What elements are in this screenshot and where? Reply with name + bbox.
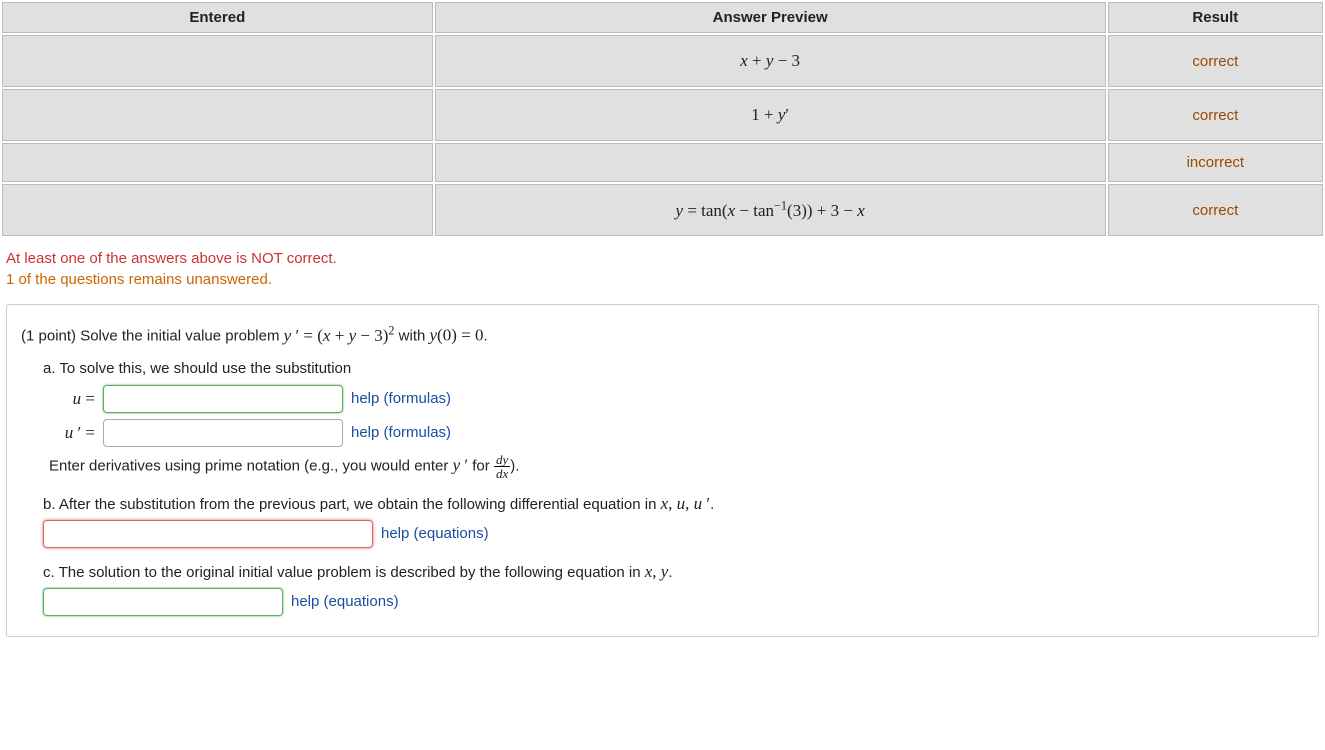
uprime-label: u ′ = xyxy=(49,423,95,443)
result-cell: correct xyxy=(1108,35,1323,87)
help-link-c[interactable]: help (equations) xyxy=(291,593,399,610)
entered-cell xyxy=(2,35,433,87)
frac-num: dy xyxy=(494,453,510,467)
col-result: Result xyxy=(1108,2,1323,33)
result-cell: correct xyxy=(1108,89,1323,141)
entered-cell xyxy=(2,143,433,182)
part-b-text: b. After the substitution from the previ… xyxy=(43,496,661,513)
math-expr: y = tan(x − tan−1(3)) + 3 − x xyxy=(676,201,865,220)
hint-mid: for xyxy=(472,457,494,474)
prompt-prefix: Solve the initial value problem xyxy=(80,328,283,345)
part-b-vars: x, u, u ′ xyxy=(661,494,711,513)
part-c-suffix: . xyxy=(668,564,672,581)
input-line-uprime: u ′ = help (formulas) xyxy=(49,419,1304,447)
table-row: x + y − 3 correct xyxy=(2,35,1323,87)
part-c: c. The solution to the original initial … xyxy=(43,562,1304,616)
prompt-eq: y ′ = (x + y − 3)2 xyxy=(284,326,395,345)
part-b: b. After the substitution from the previ… xyxy=(43,494,1304,548)
msg-unanswered: 1 of the questions remains unanswered. xyxy=(6,271,1319,288)
result-cell: correct xyxy=(1108,184,1323,236)
table-row: 1 + y′ correct xyxy=(2,89,1323,141)
math-expr: x + y − 3 xyxy=(740,51,800,70)
table-row: incorrect xyxy=(2,143,1323,182)
preview-cell: x + y − 3 xyxy=(435,35,1106,87)
part-a-text: a. To solve this, we should use the subs… xyxy=(43,360,351,377)
help-link-b[interactable]: help (equations) xyxy=(381,525,489,542)
problem-container: (1 point) Solve the initial value proble… xyxy=(6,304,1319,637)
preview-cell: y = tan(x − tan−1(3)) + 3 − x xyxy=(435,184,1106,236)
col-entered: Entered xyxy=(2,2,433,33)
part-c-text: c. The solution to the original initial … xyxy=(43,564,645,581)
result-cell: incorrect xyxy=(1108,143,1323,182)
problem-prompt: (1 point) Solve the initial value proble… xyxy=(21,323,1304,346)
hint-frac: dy dx xyxy=(494,453,510,480)
part-c-input[interactable] xyxy=(43,588,283,616)
hint-suffix: ). xyxy=(510,457,519,474)
hint-yprime: y ′ xyxy=(453,455,469,474)
preview-cell: 1 + y′ xyxy=(435,89,1106,141)
table-row: y = tan(x − tan−1(3)) + 3 − x correct xyxy=(2,184,1323,236)
frac-den: dx xyxy=(494,467,510,480)
prompt-ic: y(0) = 0 xyxy=(430,326,484,345)
help-link-uprime[interactable]: help (formulas) xyxy=(351,424,451,441)
prompt-suffix: . xyxy=(483,328,487,345)
results-table: Entered Answer Preview Result x + y − 3 … xyxy=(0,0,1325,238)
part-a: a. To solve this, we should use the subs… xyxy=(43,360,1304,377)
part-a-hint: Enter derivatives using prime notation (… xyxy=(49,453,1304,480)
points-label: (1 point) xyxy=(21,328,76,345)
part-b-input[interactable] xyxy=(43,520,373,548)
feedback-messages: At least one of the answers above is NOT… xyxy=(0,238,1325,294)
uprime-input[interactable] xyxy=(103,419,343,447)
help-link-u[interactable]: help (formulas) xyxy=(351,390,451,407)
math-expr: 1 + y′ xyxy=(751,105,789,124)
prompt-with: with xyxy=(399,328,430,345)
preview-cell xyxy=(435,143,1106,182)
part-b-suffix: . xyxy=(710,496,714,513)
msg-not-correct: At least one of the answers above is NOT… xyxy=(6,250,1319,267)
col-preview: Answer Preview xyxy=(435,2,1106,33)
part-c-vars: x, y xyxy=(645,562,669,581)
hint-prefix: Enter derivatives using prime notation (… xyxy=(49,457,453,474)
u-label: u = xyxy=(49,389,95,409)
u-input[interactable] xyxy=(103,385,343,413)
entered-cell xyxy=(2,184,433,236)
entered-cell xyxy=(2,89,433,141)
input-line-u: u = help (formulas) xyxy=(49,385,1304,413)
results-header-row: Entered Answer Preview Result xyxy=(2,2,1323,33)
